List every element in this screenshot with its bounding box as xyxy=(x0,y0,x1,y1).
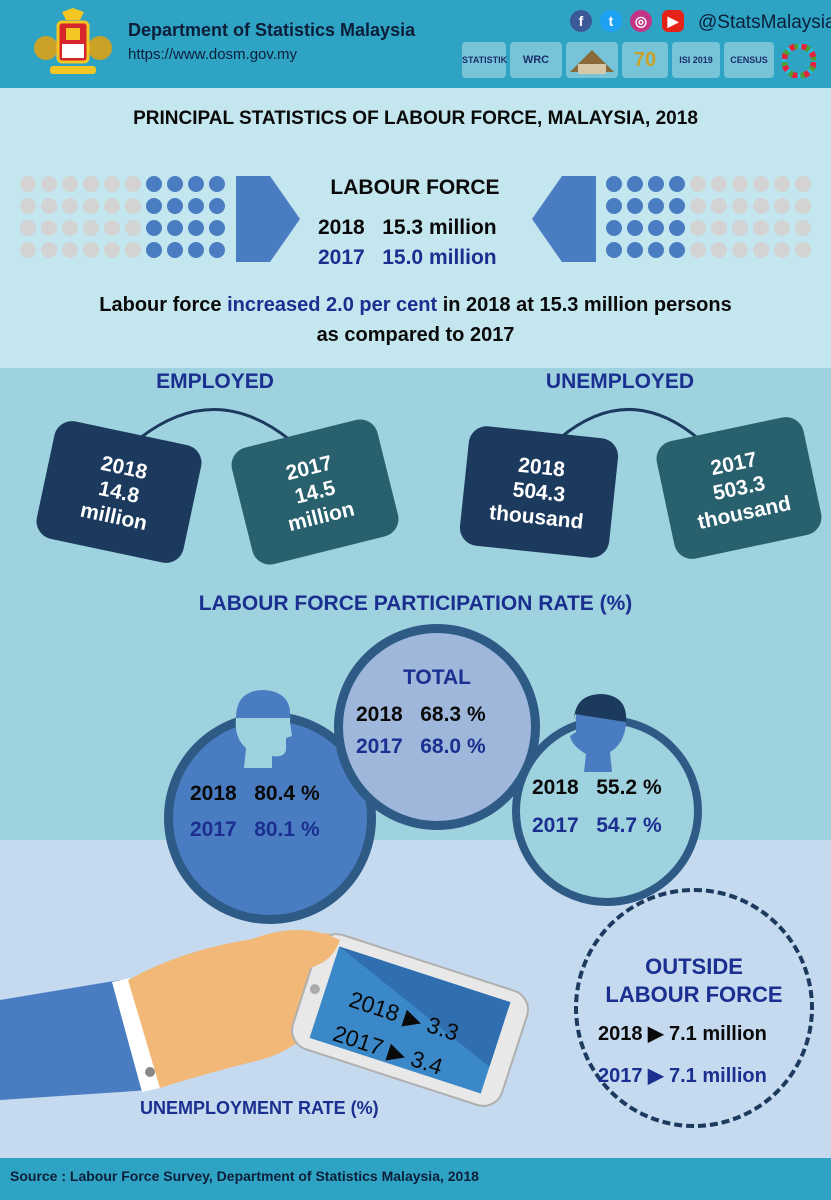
outside-label-line1: OUTSIDE xyxy=(645,954,743,979)
arrow-left-icon xyxy=(532,176,596,262)
labour-force-2018: 2018 15.3 million xyxy=(318,216,497,239)
total-rate-circle xyxy=(334,624,540,830)
logo-statistik-negara: STATISTIK NEGARA xyxy=(462,42,507,101)
people-dots-left xyxy=(18,174,238,262)
logo-wrc: WRC 2019 xyxy=(510,42,562,102)
sdg-wheel-icon xyxy=(781,43,817,79)
unemployment-rate-label: UNEMPLOYMENT RATE (%) xyxy=(140,1098,379,1118)
male-rate-2018: 2018 80.4 % xyxy=(190,782,320,805)
source-text: Source : Labour Force Survey, Department… xyxy=(10,1168,479,1184)
header-bar xyxy=(0,0,831,88)
lfpr-label: LABOUR FORCE PARTICIPATION RATE (%) xyxy=(198,592,633,615)
org-url[interactable]: https://www.dosm.gov.my xyxy=(128,46,297,63)
facebook-icon[interactable]: f xyxy=(570,10,592,32)
org-name: Department of Statistics Malaysia xyxy=(128,20,416,40)
hand-holding-phone-illustration xyxy=(0,900,540,1130)
outside-2018: 2018 ▶ 7.1 million xyxy=(598,1023,767,1045)
male-rate-2017: 2017 80.1 % xyxy=(190,818,320,841)
logo-70: 70 xyxy=(622,42,668,78)
employed-hanger-string xyxy=(139,408,701,442)
female-head-icon xyxy=(566,692,632,774)
logo-building xyxy=(566,42,618,78)
logo-census: CENSUS xyxy=(724,42,774,78)
labour-force-sentence: Labour force increased 2.0 per cent in 2… xyxy=(99,294,732,346)
social-handle: @StatsMalaysia xyxy=(698,12,831,33)
youtube-icon[interactable]: ▶ xyxy=(662,10,684,32)
outside-labour-force-circle xyxy=(574,888,814,1128)
female-rate-2018: 2018 55.2 % xyxy=(532,776,662,799)
outside-label-line2: LABOUR FORCE xyxy=(605,982,783,1007)
labour-force-label: LABOUR FORCE xyxy=(330,176,500,199)
people-dots-right xyxy=(604,174,820,262)
twitter-icon[interactable]: t xyxy=(600,10,622,32)
male-head-icon xyxy=(230,688,296,770)
outside-2017: 2017 ▶ 7.1 million xyxy=(598,1065,767,1087)
female-rate-2017: 2017 54.7 % xyxy=(532,814,662,837)
source-bar xyxy=(0,1158,831,1200)
total-rate-2018: 2018 68.3 % xyxy=(356,703,486,726)
total-label: TOTAL xyxy=(402,666,472,689)
unemployed-label: UNEMPLOYED xyxy=(545,370,695,393)
page-title: PRINCIPAL STATISTICS OF LABOUR FORCE, MA… xyxy=(133,108,698,129)
labour-force-2017: 2017 15.0 million xyxy=(318,246,497,269)
unemployed-2018-card: 2018 504.3 thousand xyxy=(458,424,620,560)
logo-isi: ISI 2019 xyxy=(672,42,720,78)
instagram-icon[interactable]: ◎ xyxy=(630,10,652,32)
arrow-right-icon xyxy=(236,176,300,262)
coat-of-arms-logo xyxy=(32,8,114,82)
total-rate-2017: 2017 68.0 % xyxy=(356,735,486,758)
employed-label: EMPLOYED xyxy=(156,370,274,393)
female-rate-circle xyxy=(512,716,702,906)
